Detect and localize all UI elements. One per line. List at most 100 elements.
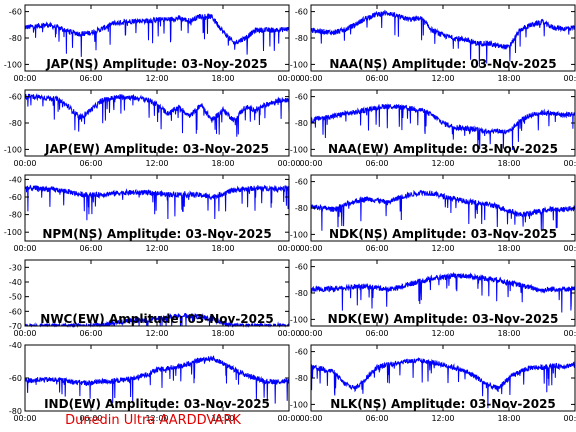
x-tick-label: 06:00 bbox=[79, 159, 102, 168]
x-tick-label: 00:00 bbox=[13, 159, 36, 168]
y-tick-label: -60 bbox=[9, 8, 22, 17]
amplitude-trace bbox=[24, 13, 290, 57]
y-tick-label: -100 bbox=[4, 145, 22, 154]
x-tick-label: 06:00 bbox=[365, 159, 388, 168]
panel-title: NDK(EW) Amplitude: 03-Nov-2025 bbox=[328, 312, 559, 326]
y-tick-label: -100 bbox=[290, 145, 308, 154]
y-tick-label: -30 bbox=[9, 263, 22, 272]
y-tick-label: -60 bbox=[295, 348, 308, 357]
x-tick-label: 00:00 bbox=[563, 244, 576, 253]
x-tick-label: 00:00 bbox=[13, 414, 36, 423]
panel-title: NWC(EW) Amplitude: 03-Nov-2025 bbox=[40, 312, 273, 326]
x-tick-label: 12:00 bbox=[145, 414, 168, 423]
amplitude-trace bbox=[310, 189, 576, 231]
amplitude-trace bbox=[310, 9, 576, 67]
panel-title: NAA(EW) Amplitude: 03-Nov-2025 bbox=[328, 142, 558, 156]
chart-panel-6: -100 -80 -60 00:00 06:00 12:00 18:00 00:00 NDK(N… bbox=[290, 174, 576, 253]
x-tick-label: 18:00 bbox=[497, 244, 520, 253]
chart-panel-2: -100 -80 -60 00:00 06:00 12:00 18:00 00:00 NAA(N… bbox=[290, 4, 576, 83]
y-tick-label: -40 bbox=[9, 278, 22, 287]
x-tick-label: 00:00 bbox=[13, 74, 36, 83]
x-tick-label: 00:00 bbox=[563, 74, 576, 83]
x-tick-label: 00:00 bbox=[563, 414, 576, 423]
amplitude-trace bbox=[24, 184, 290, 221]
x-tick-label: 12:00 bbox=[145, 244, 168, 253]
x-tick-label: 18:00 bbox=[497, 414, 520, 423]
x-tick-label: 12:00 bbox=[145, 74, 168, 83]
x-tick-label: 18:00 bbox=[211, 159, 234, 168]
x-tick-label: 06:00 bbox=[365, 329, 388, 338]
x-tick-label: 18:00 bbox=[211, 74, 234, 83]
x-tick-label: 00:00 bbox=[299, 329, 322, 338]
chart-panel-5: -100 -80 -60 -40 00:00 06:00 12:00 18:00 00:00 NP… bbox=[4, 174, 301, 253]
chart-panel-7: -70 -60 -50 -40 -30 00:00 06:00 12:00 18:00 00:00… bbox=[9, 259, 301, 338]
y-tick-label: -70 bbox=[9, 322, 22, 331]
x-tick-label: 00:00 bbox=[277, 414, 300, 423]
chart-panel-8: -100 -80 -60 00:00 06:00 12:00 18:00 00:00 NDK(E… bbox=[290, 259, 576, 338]
y-tick-label: -60 bbox=[295, 8, 308, 17]
x-tick-label: 12:00 bbox=[431, 244, 454, 253]
y-tick-label: -60 bbox=[9, 193, 22, 202]
x-tick-label: 00:00 bbox=[563, 329, 576, 338]
x-tick-label: 06:00 bbox=[365, 74, 388, 83]
chart-panel-9: -80 -60 -40 00:00 06:00 12:00 18:00 00:00 IND(EW… bbox=[9, 341, 301, 423]
y-tick-label: -80 bbox=[9, 119, 22, 128]
x-tick-label: 12:00 bbox=[431, 329, 454, 338]
y-tick-label: -80 bbox=[9, 211, 22, 220]
x-tick-label: 00:00 bbox=[277, 244, 300, 253]
x-tick-label: 18:00 bbox=[211, 414, 234, 423]
panel-title: NLK(NS) Amplitude: 03-Nov-2025 bbox=[330, 397, 556, 411]
amplitude-trace bbox=[310, 271, 576, 313]
x-tick-label: 12:00 bbox=[145, 329, 168, 338]
y-tick-label: -80 bbox=[9, 34, 22, 43]
x-tick-label: 06:00 bbox=[79, 329, 102, 338]
x-tick-label: 00:00 bbox=[277, 74, 300, 83]
amplitude-trace bbox=[24, 355, 290, 404]
panel-title: NPM(NS) Amplitude: 03-Nov-2025 bbox=[42, 227, 271, 241]
x-tick-label: 18:00 bbox=[497, 74, 520, 83]
y-tick-label: -100 bbox=[4, 228, 22, 237]
amplitude-trace bbox=[310, 103, 576, 150]
x-tick-label: 12:00 bbox=[431, 414, 454, 423]
x-tick-label: 18:00 bbox=[497, 329, 520, 338]
y-tick-label: -60 bbox=[295, 263, 308, 272]
footer-caption: Dunedin Ultra AARDDVARK bbox=[65, 413, 241, 428]
x-tick-label: 18:00 bbox=[211, 244, 234, 253]
x-tick-label: 00:00 bbox=[299, 414, 322, 423]
x-tick-label: 00:00 bbox=[277, 329, 300, 338]
chart-panel-3: -100 -80 -60 00:00 06:00 12:00 18:00 00:00 JAP(E… bbox=[4, 89, 301, 168]
y-tick-label: -60 bbox=[9, 93, 22, 102]
y-tick-label: -40 bbox=[9, 341, 22, 350]
panel-title: NDK(NS) Amplitude: 03-Nov-2025 bbox=[329, 227, 557, 241]
y-tick-label: -80 bbox=[295, 374, 308, 383]
x-tick-label: 06:00 bbox=[79, 244, 102, 253]
amplitude-trace bbox=[310, 357, 576, 409]
y-tick-label: -100 bbox=[290, 315, 308, 324]
x-tick-label: 00:00 bbox=[13, 244, 36, 253]
chart-panel-4: -100 -80 -60 00:00 06:00 12:00 18:00 00:00 NAA(E… bbox=[290, 89, 576, 168]
x-tick-label: 12:00 bbox=[431, 159, 454, 168]
x-tick-label: 00:00 bbox=[13, 329, 36, 338]
panel-title: NAA(NS) Amplitude: 03-Nov-2025 bbox=[329, 57, 556, 71]
x-tick-label: 06:00 bbox=[365, 414, 388, 423]
y-tick-label: -60 bbox=[295, 178, 308, 187]
y-tick-label: -80 bbox=[295, 119, 308, 128]
x-tick-label: 06:00 bbox=[365, 244, 388, 253]
amplitude-trace bbox=[24, 92, 290, 137]
panel-title: IND(EW) Amplitude: 03-Nov-2025 bbox=[44, 397, 270, 411]
y-tick-label: -100 bbox=[290, 60, 308, 69]
x-tick-label: 00:00 bbox=[299, 74, 322, 83]
panel-title: JAP(NS) Amplitude: 03-Nov-2025 bbox=[45, 57, 267, 71]
x-tick-label: 18:00 bbox=[211, 329, 234, 338]
y-tick-label: -50 bbox=[9, 293, 22, 302]
x-tick-label: 18:00 bbox=[497, 159, 520, 168]
y-tick-label: -60 bbox=[9, 307, 22, 316]
chart-panel-1: -100 -80 -60 00:00 06:00 12:00 18:00 00:00 JAP(N… bbox=[4, 4, 301, 83]
y-tick-label: -80 bbox=[295, 289, 308, 298]
y-tick-label: -80 bbox=[295, 34, 308, 43]
x-tick-label: 12:00 bbox=[431, 74, 454, 83]
x-tick-label: 12:00 bbox=[145, 159, 168, 168]
x-tick-label: 00:00 bbox=[299, 159, 322, 168]
